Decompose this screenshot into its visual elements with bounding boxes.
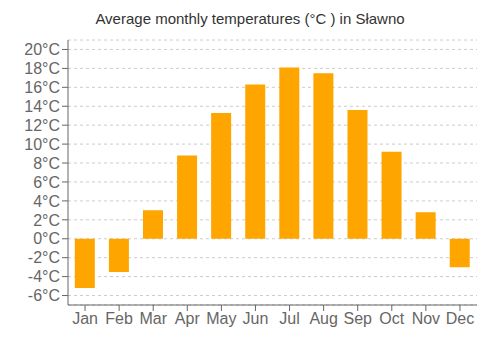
svg-text:-6°C: -6°C xyxy=(28,287,60,304)
svg-text:8°C: 8°C xyxy=(33,155,60,172)
svg-text:16°C: 16°C xyxy=(24,79,60,96)
svg-text:Jan: Jan xyxy=(72,310,98,327)
svg-text:20°C: 20°C xyxy=(24,41,60,58)
svg-text:0°C: 0°C xyxy=(33,230,60,247)
svg-text:Oct: Oct xyxy=(379,310,404,327)
svg-text:12°C: 12°C xyxy=(24,117,60,134)
svg-text:Jul: Jul xyxy=(279,310,299,327)
svg-text:Aug: Aug xyxy=(309,310,337,327)
svg-text:Feb: Feb xyxy=(105,310,133,327)
svg-text:10°C: 10°C xyxy=(24,136,60,153)
svg-text:18°C: 18°C xyxy=(24,60,60,77)
svg-text:14°C: 14°C xyxy=(24,98,60,115)
svg-text:May: May xyxy=(206,310,236,327)
svg-text:Mar: Mar xyxy=(139,310,167,327)
svg-text:Dec: Dec xyxy=(446,310,474,327)
svg-text:-2°C: -2°C xyxy=(28,249,60,266)
svg-text:6°C: 6°C xyxy=(33,174,60,191)
html-text:Average monthly temperatures (: Average monthly temperatures (°C ) in Sł… xyxy=(95,10,405,27)
svg-text:-4°C: -4°C xyxy=(28,268,60,285)
svg-text:Sep: Sep xyxy=(343,310,372,327)
svg-text:Jun: Jun xyxy=(243,310,269,327)
svg-text:2°C: 2°C xyxy=(33,212,60,229)
svg-text:Nov: Nov xyxy=(412,310,440,327)
svg-text:Apr: Apr xyxy=(175,310,201,327)
svg-text:4°C: 4°C xyxy=(33,193,60,210)
